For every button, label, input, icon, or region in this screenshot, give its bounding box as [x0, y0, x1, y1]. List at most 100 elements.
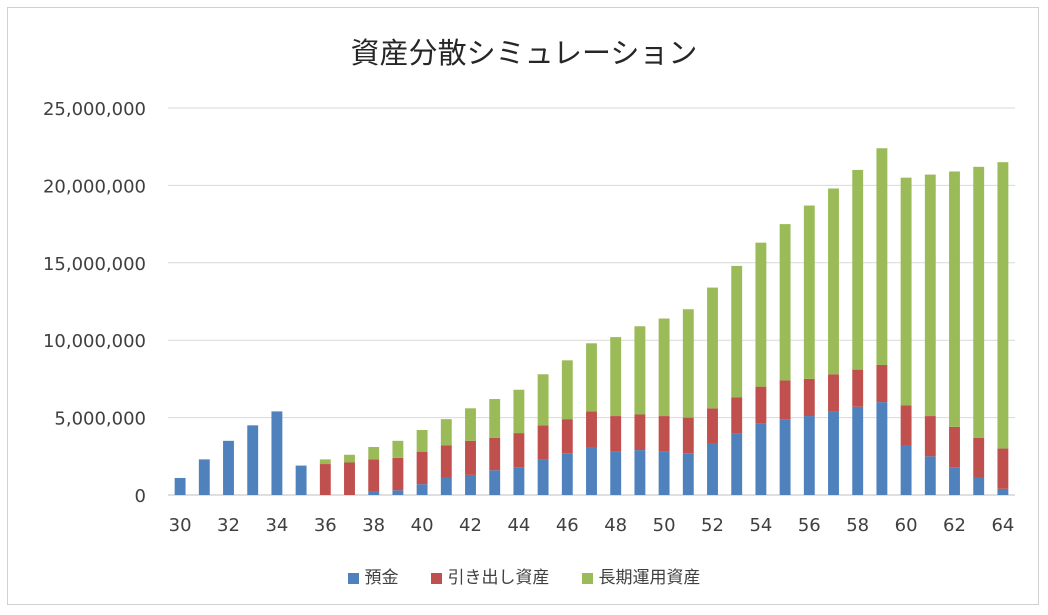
bar-segment: [416, 484, 428, 495]
x-tick-label: 58: [846, 515, 869, 536]
bar-segment: [755, 386, 767, 424]
bar-segment: [634, 450, 646, 495]
x-tick-label: 44: [507, 515, 530, 536]
bar-segment: [489, 470, 501, 495]
bar-segment: [392, 457, 404, 491]
bar-segment: [344, 462, 355, 495]
bar-segment: [852, 169, 864, 370]
x-tick-label: 64: [991, 515, 1014, 536]
chart-frame: [7, 7, 1039, 605]
bar-segment: [610, 416, 622, 452]
legend-label: 引き出し資産: [447, 568, 550, 588]
bar-segment: [852, 369, 864, 407]
bar-segment: [682, 309, 694, 418]
x-tick-label: 48: [604, 515, 627, 536]
bar-segment: [924, 174, 936, 417]
bar-segment: [924, 416, 936, 457]
bar-segment: [440, 477, 452, 495]
bar-segment: [852, 406, 864, 495]
bar-segment: [198, 459, 210, 495]
bar-segment: [949, 426, 960, 468]
bar-segment: [416, 451, 428, 485]
bar-segment: [707, 443, 718, 495]
y-tick-label: 10,000,000: [43, 331, 146, 352]
bar-segment: [586, 447, 597, 495]
bar-segment: [368, 491, 380, 495]
x-tick-label: 46: [556, 515, 579, 536]
x-tick-label: 54: [749, 515, 772, 536]
bar-segment: [997, 488, 1009, 495]
bar-segment: [271, 411, 283, 495]
bar-segment: [247, 425, 259, 495]
bar-segment: [392, 490, 404, 495]
y-tick-label: 20,000,000: [43, 176, 146, 197]
bar-segment: [973, 166, 985, 438]
legend-swatch: [430, 573, 442, 584]
bar-segment: [707, 287, 718, 409]
chart-title: 資産分散シミュレーション: [350, 36, 698, 70]
bar-segment: [876, 364, 888, 403]
bar-segment: [586, 343, 597, 412]
bar-segment: [779, 224, 791, 381]
bar-segment: [465, 408, 476, 441]
bar-segment: [755, 242, 767, 387]
bar-segment: [465, 474, 476, 495]
bar-segment: [634, 326, 646, 415]
bar-segment: [465, 440, 476, 475]
x-tick-label: 38: [362, 515, 385, 536]
y-tick-label: 0: [135, 486, 146, 507]
bar-segment: [561, 419, 573, 454]
bar-segment: [876, 402, 888, 495]
x-tick-label: 32: [217, 515, 240, 536]
bar-segment: [392, 440, 404, 458]
bar-segment: [731, 397, 743, 434]
bar-segment: [223, 440, 234, 495]
bar-segment: [561, 360, 573, 420]
bar-segment: [319, 464, 331, 495]
bar-segment: [731, 433, 743, 495]
bar-segment: [610, 451, 622, 495]
bar-segment: [707, 408, 718, 444]
bar-segment: [489, 399, 501, 438]
bar-segment: [828, 374, 839, 412]
bar-segment: [537, 374, 549, 426]
x-tick-label: 56: [798, 515, 821, 536]
x-tick-label: 60: [895, 515, 918, 536]
legend-item: 預金: [347, 563, 399, 588]
bar-segment: [610, 337, 622, 417]
bar-segment: [803, 416, 815, 495]
x-tick-label: 42: [459, 515, 482, 536]
y-tick-label: 5,000,000: [54, 409, 146, 430]
bar-segment: [876, 148, 888, 365]
y-tick-label: 25,000,000: [43, 99, 146, 120]
bar-segment: [513, 389, 525, 434]
bar-segment: [513, 467, 525, 495]
bar-segment: [949, 467, 960, 495]
bar-segment: [440, 419, 452, 446]
bar-segment: [344, 454, 355, 463]
bar-segment: [586, 411, 597, 448]
x-tick-label: 62: [943, 515, 966, 536]
legend-label: 預金: [364, 568, 399, 588]
legend-swatch: [581, 573, 593, 584]
bar-segment: [537, 425, 549, 460]
bar-segment: [828, 188, 839, 375]
bar-segment: [658, 416, 670, 452]
bar-segment: [973, 477, 985, 495]
bar-segment: [658, 318, 670, 417]
bar-segment: [900, 445, 912, 495]
x-tick-label: 30: [169, 515, 192, 536]
bar-segment: [319, 459, 331, 465]
bar-segment: [658, 451, 670, 495]
bar-segment: [900, 177, 912, 406]
bar-segment: [634, 414, 646, 451]
legend: 預金 引き出し資産 長期運用資産: [0, 563, 1048, 588]
bar-segment: [828, 411, 839, 495]
y-tick-label: 15,000,000: [43, 254, 146, 275]
legend-swatch: [347, 573, 359, 584]
bar-segment: [440, 445, 452, 478]
legend-item: 引き出し資産: [430, 563, 550, 588]
bar-segment: [537, 459, 549, 495]
bar-segment: [489, 437, 501, 471]
